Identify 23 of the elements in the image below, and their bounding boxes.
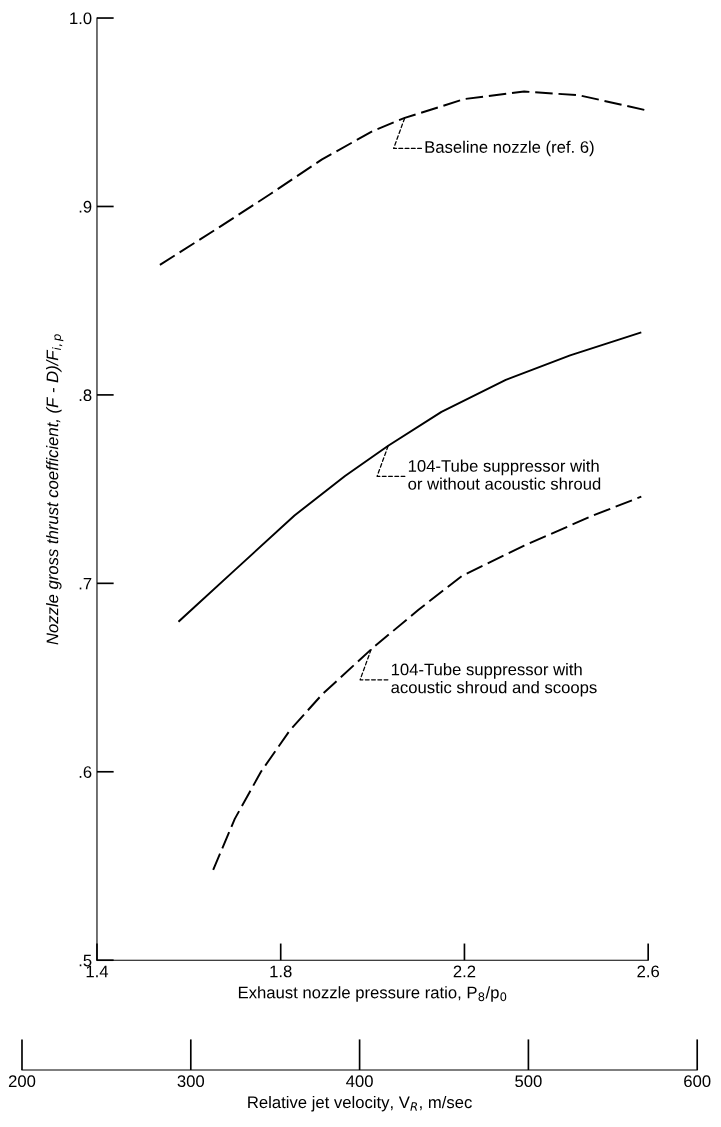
- x-tick-label: 1.8: [270, 965, 292, 978]
- x2-tick-label: 500: [515, 1075, 542, 1088]
- y-tick-label: 1.0: [70, 12, 92, 25]
- x2-axis-title: Relative jet velocity, V$_{R}$, m/sec: [248, 1095, 472, 1112]
- x2-tick-label: 300: [177, 1075, 205, 1088]
- annotation: Baseline nozzle (ref. 6): [425, 140, 594, 157]
- x-axis-title: Exhaust nozzle pressure ratio, P$_{8}$/p$_{0}$: [238, 986, 507, 1002]
- line-series: [212, 495, 643, 871]
- x-tick-label: 2.6: [637, 965, 660, 978]
- x-tick-label: 1.4: [86, 965, 109, 978]
- x2-tick-label: 600: [684, 1075, 711, 1088]
- x-tick-label: 2.2: [453, 965, 476, 978]
- x2-tick-label: 200: [8, 1075, 36, 1088]
- y-axis-title: Nozzle gross thrust coefficient, (F - D)/F$_{i,p}$: [46, 334, 64, 645]
- y-tick-label: .8: [79, 389, 92, 402]
- annotation: 104-Tube suppressor with or without acoustic shroud: [408, 459, 601, 490]
- y-tick-label: .5: [79, 954, 92, 967]
- annotation: 104-Tube suppressor with acoustic shroud and scoops: [391, 663, 597, 697]
- y-tick-label: .7: [79, 577, 92, 590]
- line-series: [178, 331, 642, 622]
- y-tick-label: .9: [79, 200, 92, 213]
- x2-tick-label: 400: [346, 1075, 373, 1088]
- y-tick-label: .6: [79, 766, 92, 778]
